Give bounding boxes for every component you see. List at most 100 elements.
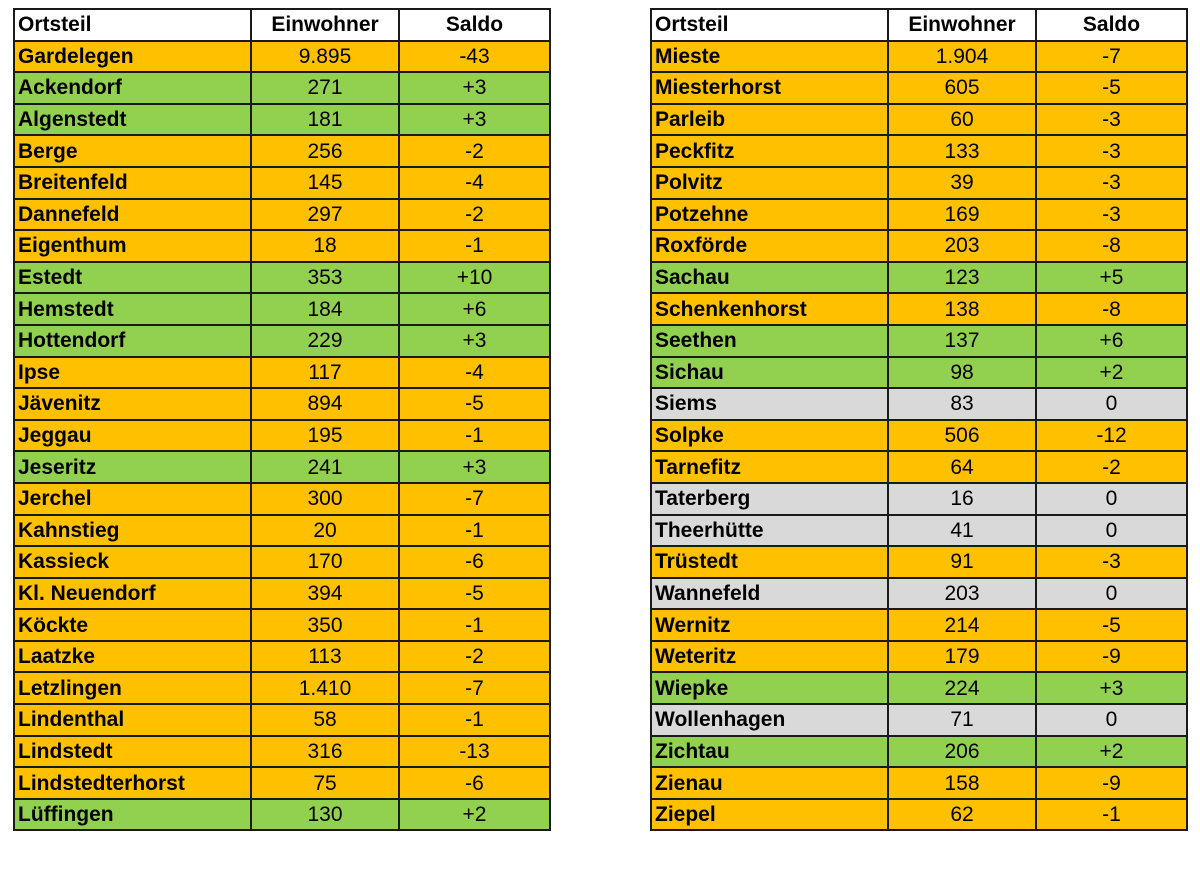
table-row: Solpke 506 -12 <box>650 418 1188 453</box>
table-row: Ipse 117 -4 <box>13 355 551 390</box>
einwohner-cell: 137 <box>887 323 1037 358</box>
saldo-cell: -1 <box>398 513 551 548</box>
saldo-cell: -5 <box>398 576 551 611</box>
saldo-cell: +3 <box>1035 671 1188 706</box>
einwohner-cell: 229 <box>250 323 400 358</box>
einwohner-cell: 1.410 <box>250 671 400 706</box>
table-row: Wiepke 224 +3 <box>650 671 1188 706</box>
ortsteil-cell: Hemstedt <box>13 292 252 326</box>
ortsteil-cell: Köckte <box>13 608 252 642</box>
saldo-cell: -7 <box>398 481 551 516</box>
einwohner-cell: 158 <box>887 766 1037 800</box>
header-row: Ortsteil Einwohner Saldo <box>13 8 551 42</box>
ortsteil-cell: Algenstedt <box>13 102 252 137</box>
ortsteil-cell: Polvitz <box>650 165 889 200</box>
saldo-cell: +3 <box>398 102 551 137</box>
ortsteil-cell: Peckfitz <box>650 134 889 168</box>
einwohner-cell: 506 <box>887 418 1037 453</box>
table-row: Hottendorf 229 +3 <box>13 323 551 358</box>
ortsteil-cell: Jävenitz <box>13 387 252 421</box>
ortsteil-cell: Schenkenhorst <box>650 292 889 326</box>
einwohner-cell: 145 <box>250 165 400 200</box>
saldo-cell: -3 <box>1035 102 1188 137</box>
saldo-cell: -6 <box>398 545 551 579</box>
table-row: Kahnstieg 20 -1 <box>13 513 551 548</box>
saldo-cell: -1 <box>398 418 551 453</box>
einwohner-cell: 117 <box>250 355 400 390</box>
saldo-cell: +5 <box>1035 260 1188 295</box>
ortsteil-cell: Eigenthum <box>13 229 252 263</box>
saldo-cell: 0 <box>1035 481 1188 516</box>
table-row: Berge 256 -2 <box>13 134 551 168</box>
einwohner-cell: 297 <box>250 197 400 232</box>
table-row: Köckte 350 -1 <box>13 608 551 642</box>
einwohner-cell: 605 <box>887 71 1037 105</box>
ortsteil-cell: Lindstedt <box>13 734 252 769</box>
einwohner-cell: 300 <box>250 481 400 516</box>
ortsteil-cell: Tarnefitz <box>650 450 889 484</box>
population-table-left: Ortsteil Einwohner Saldo Gardelegen 9.895… <box>13 8 551 832</box>
saldo-cell: -2 <box>1035 450 1188 484</box>
saldo-cell: -8 <box>1035 292 1188 326</box>
einwohner-cell: 894 <box>250 387 400 421</box>
saldo-cell: +2 <box>1035 355 1188 390</box>
saldo-cell: +3 <box>398 323 551 358</box>
einwohner-cell: 169 <box>887 197 1037 232</box>
einwohner-cell: 113 <box>250 639 400 674</box>
table-row: Taterberg 16 0 <box>650 481 1188 516</box>
saldo-cell: +10 <box>398 260 551 295</box>
einwohner-cell: 170 <box>250 545 400 579</box>
table-row: Schenkenhorst 138 -8 <box>650 292 1188 326</box>
ortsteil-cell: Siems <box>650 387 889 421</box>
saldo-cell: 0 <box>1035 387 1188 421</box>
table-row: Polvitz 39 -3 <box>650 165 1188 200</box>
einwohner-cell: 241 <box>250 450 400 484</box>
ortsteil-cell: Weteritz <box>650 639 889 674</box>
ortsteil-cell: Dannefeld <box>13 197 252 232</box>
table-row: Lindstedterhorst 75 -6 <box>13 766 551 800</box>
ortsteil-cell: Lindstedterhorst <box>13 766 252 800</box>
saldo-cell: -3 <box>1035 197 1188 232</box>
einwohner-cell: 71 <box>887 703 1037 737</box>
einwohner-cell: 394 <box>250 576 400 611</box>
saldo-cell: -5 <box>398 387 551 421</box>
einwohner-cell: 206 <box>887 734 1037 769</box>
einwohner-cell: 214 <box>887 608 1037 642</box>
saldo-cell: -1 <box>1035 797 1188 832</box>
table-row: Lindenthal 58 -1 <box>13 703 551 737</box>
saldo-cell: -5 <box>1035 608 1188 642</box>
einwohner-cell: 133 <box>887 134 1037 168</box>
table-row: Wannefeld 203 0 <box>650 576 1188 611</box>
table-row: Tarnefitz 64 -2 <box>650 450 1188 484</box>
ortsteil-cell: Trüstedt <box>650 545 889 579</box>
table-row: Jeggau 195 -1 <box>13 418 551 453</box>
saldo-cell: -9 <box>1035 766 1188 800</box>
einwohner-cell: 91 <box>887 545 1037 579</box>
saldo-cell: -4 <box>398 165 551 200</box>
table-row: Theerhütte 41 0 <box>650 513 1188 548</box>
saldo-cell: -43 <box>398 39 551 74</box>
ortsteil-cell: Ziepel <box>650 797 889 832</box>
table-row: Mieste 1.904 -7 <box>650 39 1188 74</box>
ortsteil-cell: Letzlingen <box>13 671 252 706</box>
table-row: Ziepel 62 -1 <box>650 797 1188 832</box>
einwohner-cell: 41 <box>887 513 1037 548</box>
saldo-cell: +3 <box>398 71 551 105</box>
einwohner-cell: 353 <box>250 260 400 295</box>
ortsteil-cell: Wollenhagen <box>650 703 889 737</box>
ortsteil-cell: Mieste <box>650 39 889 74</box>
saldo-cell: -7 <box>398 671 551 706</box>
einwohner-cell: 138 <box>887 292 1037 326</box>
einwohner-cell: 271 <box>250 71 400 105</box>
saldo-cell: +6 <box>398 292 551 326</box>
einwohner-cell: 181 <box>250 102 400 137</box>
table-row: Algenstedt 181 +3 <box>13 102 551 137</box>
table-row: Trüstedt 91 -3 <box>650 545 1188 579</box>
table-row: Kl. Neuendorf 394 -5 <box>13 576 551 611</box>
table-row: Dannefeld 297 -2 <box>13 197 551 232</box>
table-row: Seethen 137 +6 <box>650 323 1188 358</box>
ortsteil-cell: Ipse <box>13 355 252 390</box>
table-row: Estedt 353 +10 <box>13 260 551 295</box>
einwohner-cell: 75 <box>250 766 400 800</box>
saldo-cell: -1 <box>398 703 551 737</box>
